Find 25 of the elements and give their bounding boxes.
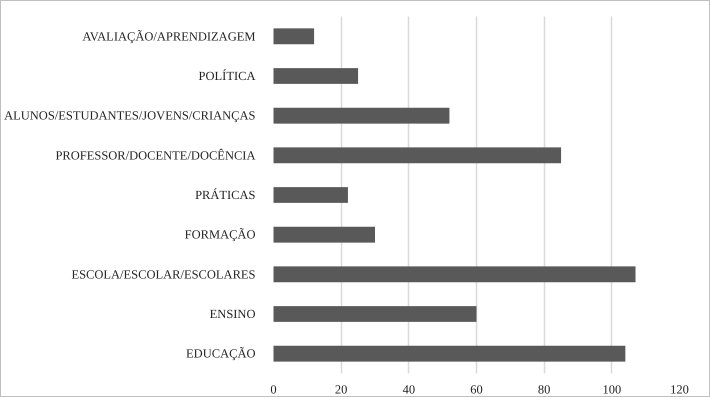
- y-tick-label: ENSINO: [210, 307, 256, 321]
- x-tick-label: 80: [538, 382, 550, 396]
- bar: [274, 306, 476, 322]
- y-tick-label: EDUCAÇÃO: [186, 346, 256, 361]
- x-tick-label: 120: [670, 382, 689, 396]
- x-tick-label: 0: [270, 382, 277, 396]
- bar: [274, 266, 636, 282]
- x-tick-label: 20: [334, 382, 348, 396]
- y-tick-label: PROFESSOR/DOCENTE/DOCÊNCIA: [55, 148, 256, 162]
- y-tick-label: PRÁTICAS: [195, 188, 256, 202]
- bar: [274, 187, 348, 203]
- y-tick-label: ESCOLA/ESCOLAR/ESCOLARES: [71, 267, 256, 282]
- x-tick-label: 100: [602, 382, 622, 396]
- y-tick-label: AVALIAÇÃO/APRENDIZAGEM: [82, 29, 256, 44]
- x-tick-label: 60: [470, 382, 483, 396]
- bar: [274, 28, 314, 44]
- x-tick-label: 40: [402, 382, 416, 396]
- bar: [274, 147, 562, 164]
- y-tick-label: FORMAÇÃO: [184, 228, 256, 242]
- y-tick-label: ALUNOS/ESTUDANTES/JOVENS/CRIANÇAS: [4, 108, 256, 123]
- bar: [274, 108, 450, 124]
- bar: [274, 346, 626, 362]
- bar: [274, 68, 358, 84]
- bar: [274, 226, 375, 243]
- y-tick-label: POLÍTICA: [198, 69, 256, 83]
